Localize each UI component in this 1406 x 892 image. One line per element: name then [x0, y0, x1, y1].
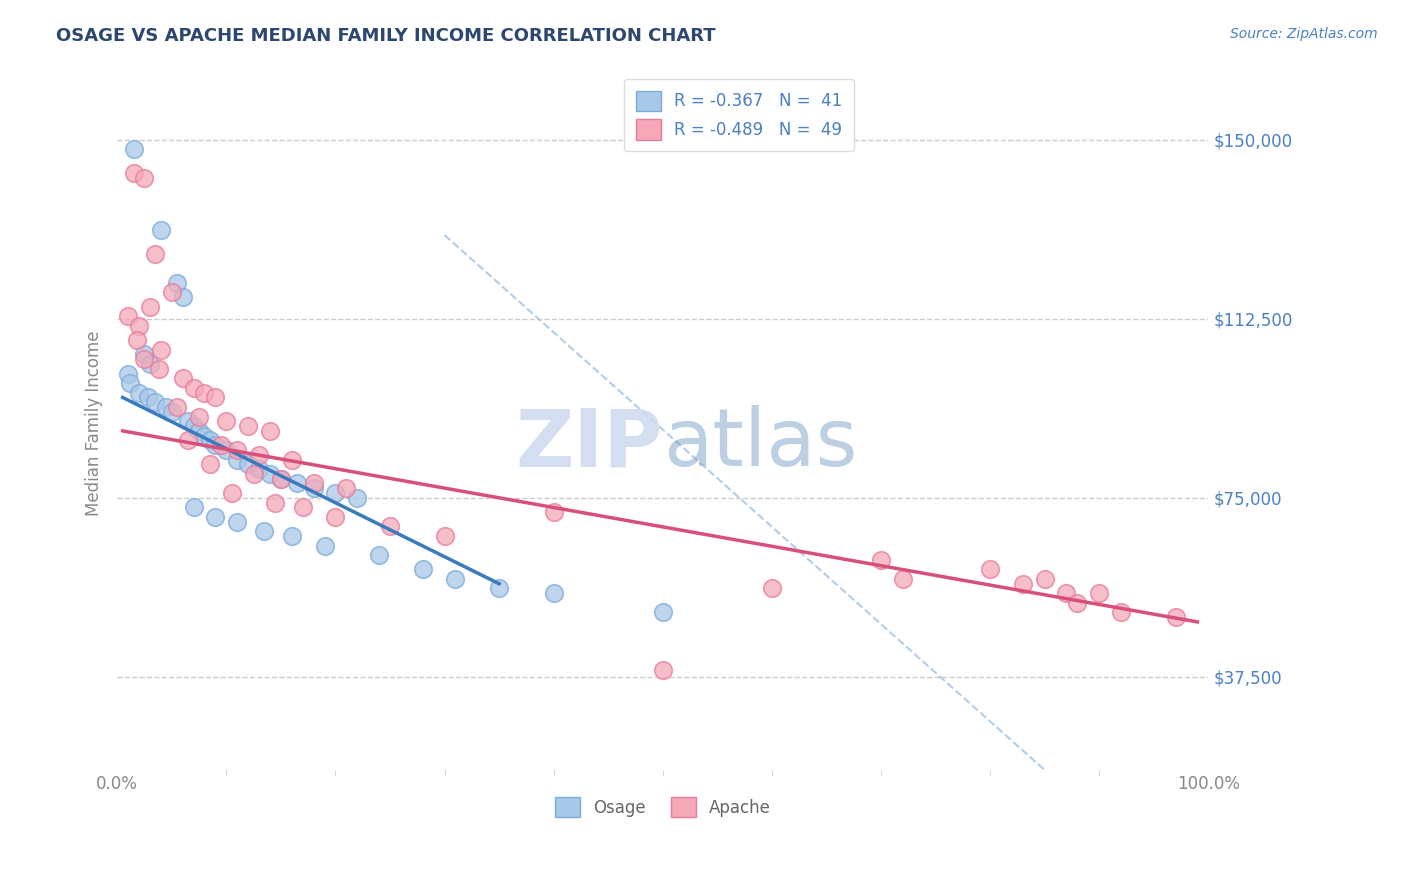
Point — [412, 562, 434, 576]
Point — [270, 472, 292, 486]
Point — [236, 419, 259, 434]
Point — [188, 424, 211, 438]
Point — [281, 452, 304, 467]
Point — [979, 562, 1001, 576]
Point — [314, 539, 336, 553]
Point — [259, 424, 281, 438]
Point — [209, 438, 232, 452]
Y-axis label: Median Family Income: Median Family Income — [86, 331, 103, 516]
Text: Source: ZipAtlas.com: Source: ZipAtlas.com — [1230, 27, 1378, 41]
Point — [117, 310, 139, 324]
Point — [149, 343, 172, 357]
Point — [139, 300, 162, 314]
Point — [198, 434, 221, 448]
Point — [204, 509, 226, 524]
Point — [291, 500, 314, 515]
Point — [1056, 586, 1078, 600]
Point — [193, 428, 215, 442]
Point — [122, 166, 145, 180]
Point — [149, 223, 172, 237]
Point — [183, 419, 205, 434]
Point — [172, 290, 194, 304]
Point — [134, 347, 156, 361]
Point — [1088, 586, 1111, 600]
Point — [264, 495, 287, 509]
Point — [444, 572, 467, 586]
Point — [128, 385, 150, 400]
Point — [134, 170, 156, 185]
Point — [183, 500, 205, 515]
Point — [335, 481, 357, 495]
Point — [145, 395, 167, 409]
Point — [870, 553, 893, 567]
Point — [215, 442, 238, 457]
Legend: Osage, Apache: Osage, Apache — [548, 790, 778, 824]
Point — [368, 548, 391, 562]
Point — [177, 414, 200, 428]
Point — [325, 509, 347, 524]
Point — [122, 142, 145, 156]
Point — [281, 529, 304, 543]
Point — [155, 400, 177, 414]
Point — [183, 381, 205, 395]
Point — [204, 391, 226, 405]
Point — [543, 505, 565, 519]
Point — [253, 524, 276, 538]
Point — [346, 491, 368, 505]
Point — [1109, 606, 1132, 620]
Point — [120, 376, 142, 391]
Point — [125, 333, 148, 347]
Text: ZIP: ZIP — [516, 406, 662, 483]
Point — [134, 352, 156, 367]
Point — [226, 442, 249, 457]
Point — [198, 458, 221, 472]
Point — [166, 400, 188, 414]
Point — [128, 318, 150, 333]
Point — [285, 476, 308, 491]
Point — [226, 515, 249, 529]
Point — [302, 481, 325, 495]
Point — [226, 452, 249, 467]
Point — [302, 476, 325, 491]
Point — [270, 472, 292, 486]
Point — [247, 462, 270, 476]
Point — [160, 285, 183, 300]
Point — [1066, 596, 1088, 610]
Point — [145, 247, 167, 261]
Point — [188, 409, 211, 424]
Point — [117, 367, 139, 381]
Point — [761, 582, 783, 596]
Point — [378, 519, 401, 533]
Point — [543, 586, 565, 600]
Point — [325, 486, 347, 500]
Point — [160, 405, 183, 419]
Point — [242, 467, 264, 481]
Point — [247, 448, 270, 462]
Point — [259, 467, 281, 481]
Point — [177, 434, 200, 448]
Point — [139, 357, 162, 371]
Point — [1164, 610, 1187, 624]
Point — [193, 385, 215, 400]
Point — [136, 391, 159, 405]
Point — [651, 606, 673, 620]
Point — [215, 414, 238, 428]
Point — [166, 276, 188, 290]
Point — [433, 529, 456, 543]
Point — [221, 486, 243, 500]
Text: atlas: atlas — [662, 406, 858, 483]
Point — [1033, 572, 1056, 586]
Point — [172, 371, 194, 385]
Point — [148, 361, 170, 376]
Point — [1011, 576, 1033, 591]
Point — [488, 582, 510, 596]
Point — [891, 572, 914, 586]
Point — [236, 458, 259, 472]
Text: OSAGE VS APACHE MEDIAN FAMILY INCOME CORRELATION CHART: OSAGE VS APACHE MEDIAN FAMILY INCOME COR… — [56, 27, 716, 45]
Point — [651, 663, 673, 677]
Point — [204, 438, 226, 452]
